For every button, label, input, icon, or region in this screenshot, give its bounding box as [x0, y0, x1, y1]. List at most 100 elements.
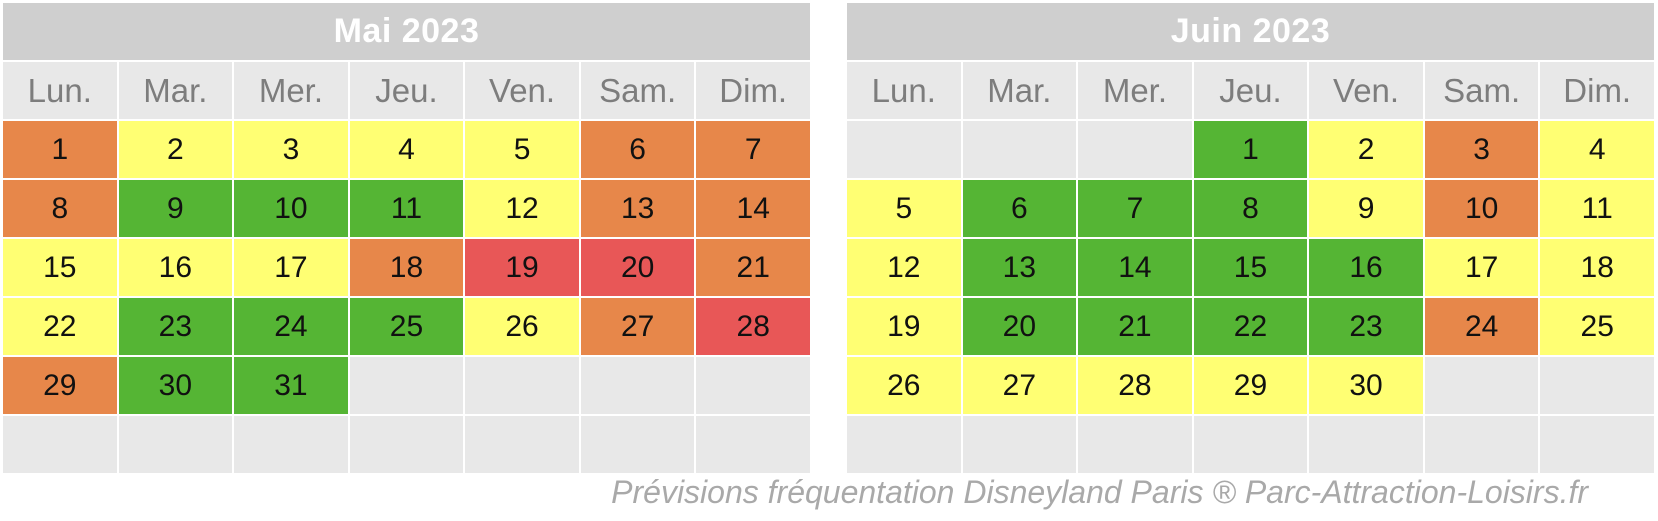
- empty-cell: [1078, 121, 1192, 178]
- weekday-header: Dim.: [696, 62, 810, 119]
- day-cell: 9: [1309, 180, 1423, 237]
- day-cell: 28: [1078, 357, 1192, 414]
- weekday-header: Mar.: [962, 62, 1077, 119]
- calendar-grid: Lun. Mar. Mer. Jeu. Ven. Sam. Dim. 1 2 3 4 5 6 7 8 9 10 1…: [3, 62, 810, 473]
- day-cell: 7: [696, 121, 810, 178]
- day-cell: 17: [1424, 239, 1539, 296]
- day-cell: 30: [1309, 357, 1423, 414]
- day-cell: 21: [1078, 298, 1192, 355]
- day-cell: 6: [580, 121, 695, 178]
- empty-cell: [1193, 416, 1308, 473]
- empty-cell: [3, 416, 117, 473]
- day-cell: 8: [3, 180, 117, 237]
- day-cell: 29: [1193, 357, 1308, 414]
- empty-cell: [349, 357, 464, 414]
- day-cell: 12: [465, 180, 579, 237]
- day-cell: 4: [349, 121, 464, 178]
- day-cell: 26: [465, 298, 579, 355]
- day-cell: 16: [118, 239, 233, 296]
- weekday-header: Sam.: [1424, 62, 1539, 119]
- month-title: Mai 2023: [3, 3, 810, 60]
- empty-cell: [349, 416, 464, 473]
- day-cell: 14: [696, 180, 810, 237]
- empty-cell: [1078, 416, 1192, 473]
- day-cell: 3: [1424, 121, 1539, 178]
- weekday-header: Sam.: [580, 62, 695, 119]
- day-cell: 20: [580, 239, 695, 296]
- day-cell: 2: [1309, 121, 1423, 178]
- day-cell: 13: [580, 180, 695, 237]
- day-cell: 8: [1193, 180, 1308, 237]
- empty-cell: [234, 416, 348, 473]
- day-cell: 15: [3, 239, 117, 296]
- day-cell: 6: [962, 180, 1077, 237]
- weekday-header: Lun.: [847, 62, 961, 119]
- weekday-header: Lun.: [3, 62, 117, 119]
- day-cell: 31: [234, 357, 348, 414]
- day-cell: 22: [3, 298, 117, 355]
- empty-cell: [118, 416, 233, 473]
- day-cell: 18: [349, 239, 464, 296]
- weekday-header: Dim.: [1540, 62, 1654, 119]
- empty-cell: [1424, 416, 1539, 473]
- day-cell: 3: [234, 121, 348, 178]
- day-cell: 16: [1309, 239, 1423, 296]
- empty-cell: [1424, 357, 1539, 414]
- calendar-june: Juin 2023 Lun. Mar. Mer. Jeu. Ven. Sam. Dim. 1 2…: [847, 3, 1654, 473]
- day-cell: 1: [1193, 121, 1308, 178]
- day-cell: 5: [465, 121, 579, 178]
- day-cell: 11: [349, 180, 464, 237]
- empty-cell: [847, 416, 961, 473]
- footer-credit: Prévisions fréquentation Disneyland Pari…: [611, 474, 1588, 510]
- empty-cell: [580, 416, 695, 473]
- day-cell: 1: [3, 121, 117, 178]
- day-cell: 4: [1540, 121, 1654, 178]
- weekday-header: Mer.: [234, 62, 348, 119]
- empty-cell: [465, 357, 579, 414]
- day-cell: 12: [847, 239, 961, 296]
- day-cell: 25: [1540, 298, 1654, 355]
- day-cell: 26: [847, 357, 961, 414]
- day-cell: 11: [1540, 180, 1654, 237]
- empty-cell: [465, 416, 579, 473]
- empty-cell: [1309, 416, 1423, 473]
- day-cell: 17: [234, 239, 348, 296]
- month-title: Juin 2023: [847, 3, 1654, 60]
- day-cell: 7: [1078, 180, 1192, 237]
- empty-cell: [847, 121, 961, 178]
- empty-cell: [962, 416, 1077, 473]
- empty-cell: [1540, 357, 1654, 414]
- empty-cell: [580, 357, 695, 414]
- day-cell: 20: [962, 298, 1077, 355]
- day-cell: 14: [1078, 239, 1192, 296]
- day-cell: 25: [349, 298, 464, 355]
- day-cell: 30: [118, 357, 233, 414]
- weekday-header: Mar.: [118, 62, 233, 119]
- day-cell: 27: [962, 357, 1077, 414]
- day-cell: 13: [962, 239, 1077, 296]
- day-cell: 10: [234, 180, 348, 237]
- day-cell: 24: [234, 298, 348, 355]
- day-cell: 9: [118, 180, 233, 237]
- empty-cell: [696, 357, 810, 414]
- weekday-header: Ven.: [465, 62, 579, 119]
- day-cell: 2: [118, 121, 233, 178]
- weekday-header: Jeu.: [1193, 62, 1308, 119]
- empty-cell: [696, 416, 810, 473]
- day-cell: 28: [696, 298, 810, 355]
- weekday-header: Jeu.: [349, 62, 464, 119]
- calendar-grid: Lun. Mar. Mer. Jeu. Ven. Sam. Dim. 1 2 3 4 5 6 7 8 9 10 1…: [847, 62, 1654, 473]
- day-cell: 18: [1540, 239, 1654, 296]
- day-cell: 19: [465, 239, 579, 296]
- day-cell: 24: [1424, 298, 1539, 355]
- day-cell: 27: [580, 298, 695, 355]
- empty-cell: [1540, 416, 1654, 473]
- day-cell: 10: [1424, 180, 1539, 237]
- day-cell: 19: [847, 298, 961, 355]
- day-cell: 23: [118, 298, 233, 355]
- day-cell: 15: [1193, 239, 1308, 296]
- day-cell: 22: [1193, 298, 1308, 355]
- day-cell: 21: [696, 239, 810, 296]
- day-cell: 29: [3, 357, 117, 414]
- day-cell: 5: [847, 180, 961, 237]
